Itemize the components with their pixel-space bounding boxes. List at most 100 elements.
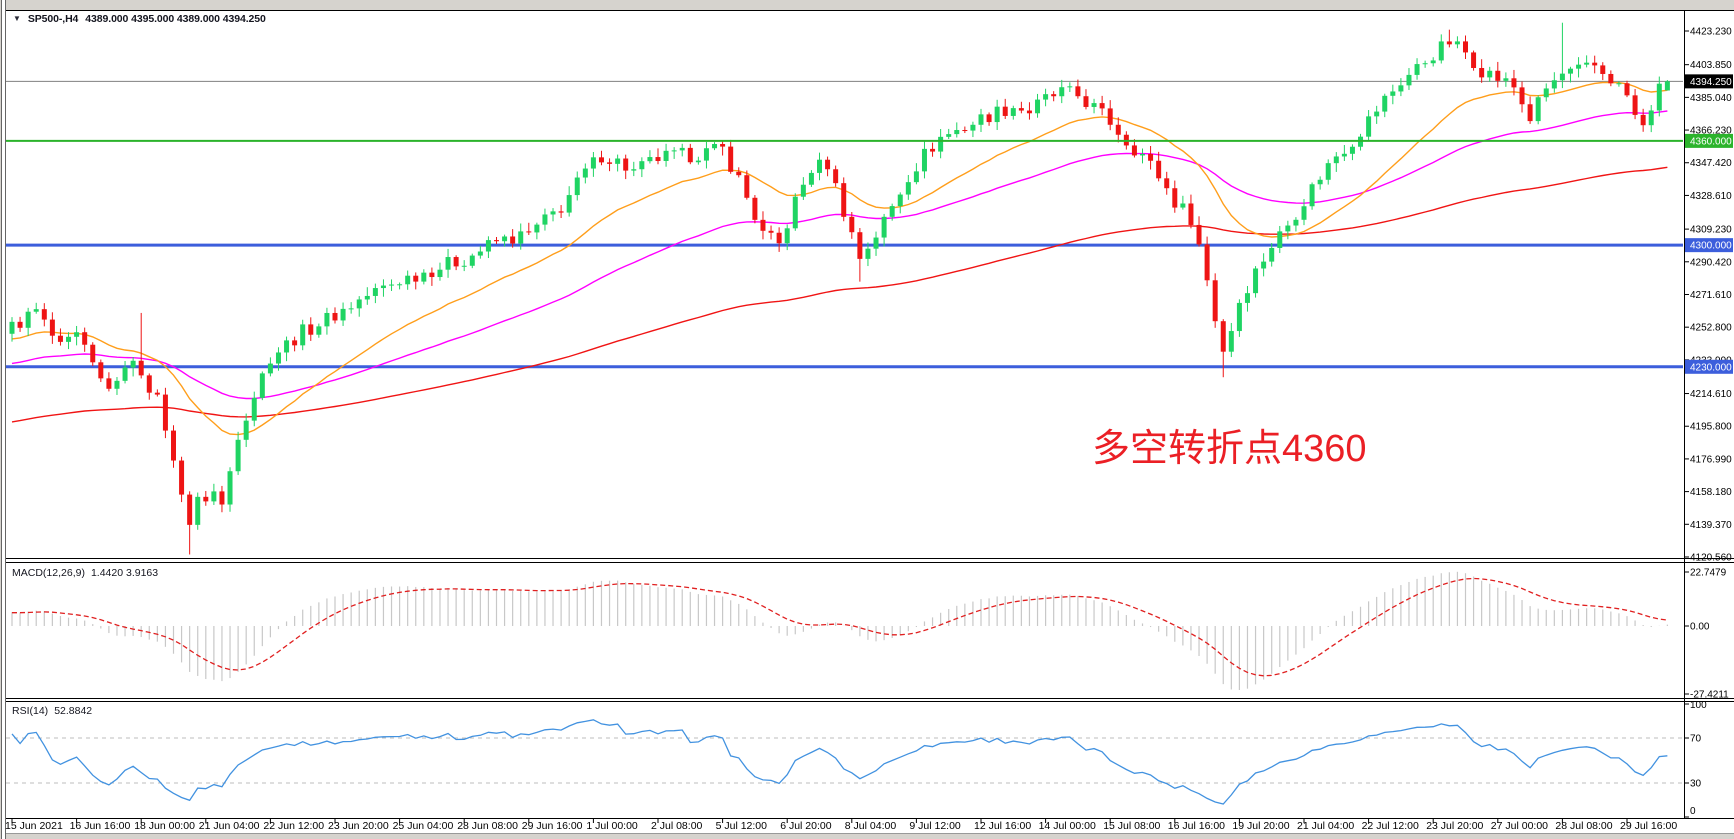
bull-candle: [1430, 60, 1436, 64]
ma-fast: [11, 81, 1668, 436]
bull-candle: [1414, 64, 1420, 75]
bull-candle: [267, 363, 273, 374]
time-axis-label: 12 Jul 16:00: [974, 820, 1031, 832]
chevron-down-icon[interactable]: ▼: [13, 13, 21, 23]
bull-candle: [1269, 247, 1275, 262]
macd-histogram: [11, 571, 1668, 690]
bull-candle: [889, 206, 895, 217]
bull-candle: [502, 236, 508, 242]
y-axis-label: 4385.040: [1690, 93, 1732, 104]
bull-candle: [978, 114, 984, 125]
bull-candle: [1664, 81, 1670, 91]
bear-candle: [1640, 114, 1646, 126]
level-4300-badge-label: 4300.000: [1690, 241, 1732, 252]
bull-candle: [1341, 153, 1347, 157]
ma-mid: [11, 110, 1668, 400]
bear-candle: [106, 378, 112, 389]
bear-candle: [41, 309, 47, 320]
time-axis-label: 21 Jun 04:00: [199, 820, 260, 832]
bear-candle: [849, 216, 855, 233]
bear-candle: [736, 171, 742, 176]
time-axis-label: 19 Jul 20:00: [1232, 820, 1289, 832]
bear-candle: [1018, 108, 1024, 111]
rsi-line: [11, 719, 1668, 805]
current-price-line-badge-label: 4394.250: [1690, 77, 1732, 88]
price-annotation: 多空转折点4360: [1092, 428, 1367, 470]
bull-candle: [1349, 146, 1355, 154]
bear-candle: [1527, 104, 1533, 122]
bull-candle: [1228, 331, 1234, 352]
bear-candle: [219, 491, 225, 505]
bull-candle: [243, 420, 249, 440]
bear-candle: [1107, 108, 1113, 125]
bear-candle: [57, 335, 63, 342]
macd-label: MACD(12,26,9): [12, 567, 85, 579]
bull-candle: [1487, 70, 1493, 78]
bear-candle: [1075, 86, 1081, 97]
bull-candle: [1285, 225, 1291, 232]
macd-scale-label: 0.00: [1690, 622, 1710, 633]
bull-candle: [881, 216, 887, 238]
bull-candle: [639, 161, 645, 170]
bear-candle: [171, 430, 176, 461]
price-axis[interactable]: 4423.230 4403.850 4385.040 4366.230 4347.420…: [1684, 27, 1733, 564]
level-4360-badge: [1685, 133, 1733, 148]
bull-candle: [946, 134, 952, 137]
bull-candle: [938, 136, 944, 152]
y-axis-label: 4195.800: [1690, 422, 1732, 433]
bull-candle: [356, 299, 362, 309]
bear-candle: [1519, 87, 1525, 105]
bull-candle: [1180, 203, 1186, 208]
bull-candle: [671, 150, 677, 152]
bull-candle: [1422, 63, 1428, 65]
bear-candle: [776, 232, 782, 244]
y-axis-label: 4309.230: [1690, 225, 1732, 236]
bull-candle: [897, 194, 903, 207]
bull-candle: [1366, 116, 1372, 137]
bull-candle: [566, 195, 572, 213]
bull-candle: [389, 284, 395, 286]
bear-candle: [687, 147, 693, 163]
panel-borders: [6, 10, 1734, 819]
y-axis-label: 4403.850: [1690, 60, 1732, 71]
bull-candle: [1309, 184, 1315, 207]
bull-candle: [33, 309, 39, 312]
time-axis-label: 29 Jul 16:00: [1620, 820, 1677, 832]
bear-candle: [1002, 106, 1008, 116]
bull-candle: [461, 265, 467, 267]
bear-candle: [1148, 153, 1154, 161]
bull-candle: [817, 159, 822, 173]
bull-candle: [1253, 268, 1259, 294]
y-axis-label: 4366.230: [1690, 126, 1732, 137]
y-axis-label: 4214.610: [1690, 389, 1732, 400]
bull-candle: [1325, 163, 1331, 180]
bear-candle: [1164, 178, 1170, 189]
time-axis-label: 29 Jun 16:00: [522, 820, 583, 832]
bull-candle: [1277, 231, 1283, 248]
bull-candle: [235, 439, 241, 472]
bull-candle: [324, 312, 330, 327]
bull-candle: [437, 269, 443, 278]
bear-candle: [1115, 124, 1121, 135]
bull-candle: [1616, 83, 1622, 85]
time-axis-label: 23 Jun 20:00: [328, 820, 389, 832]
bear-candle: [292, 340, 298, 346]
bull-candle: [582, 168, 588, 178]
bull-candle: [712, 144, 718, 149]
y-axis-label: 4290.420: [1690, 257, 1732, 268]
time-axis-label: 27 Jul 00:00: [1491, 820, 1548, 832]
bull-candle: [284, 340, 290, 353]
bull-candle: [421, 272, 427, 282]
time-axis[interactable]: 15 Jun 2021 16 Jun 16:00 18 Jun 00:00 21 Ju…: [5, 818, 1677, 832]
time-axis-label: 21 Jul 04:00: [1297, 820, 1354, 832]
bull-candle: [25, 311, 31, 328]
bear-candle: [1511, 78, 1517, 88]
level-4230-badge-label: 4230.000: [1690, 362, 1732, 373]
bear-candle: [744, 175, 750, 198]
bull-candle: [1438, 41, 1444, 61]
bear-candle: [857, 232, 863, 259]
bear-candle: [146, 375, 152, 393]
bull-candle: [275, 352, 281, 364]
